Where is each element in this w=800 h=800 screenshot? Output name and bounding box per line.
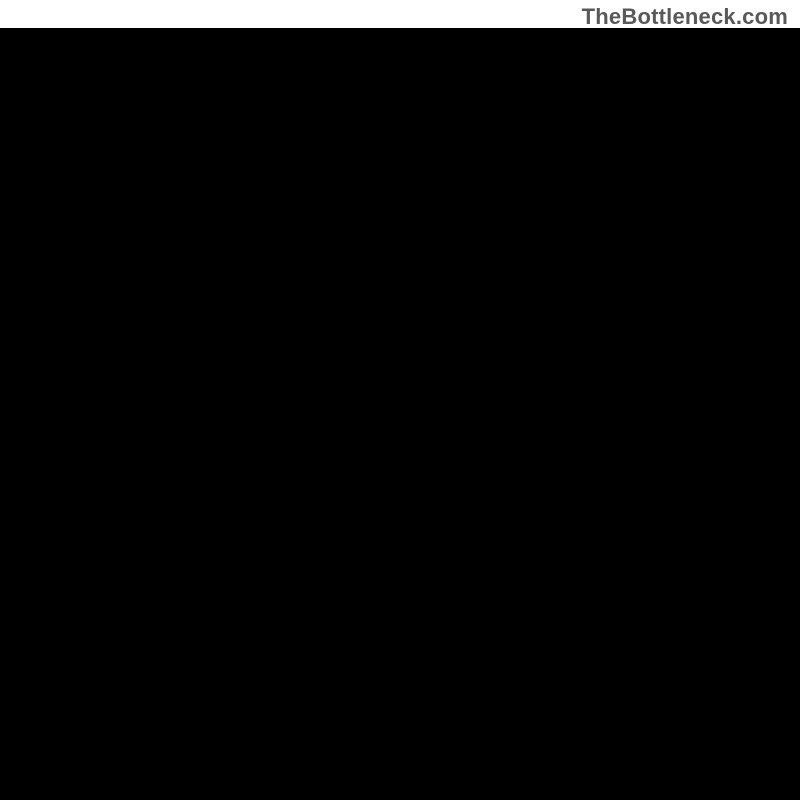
bottleneck-heatmap [0,28,800,800]
chart-container: TheBottleneck.com [0,0,800,800]
chart-frame [0,28,800,800]
watermark-text: TheBottleneck.com [582,4,788,30]
